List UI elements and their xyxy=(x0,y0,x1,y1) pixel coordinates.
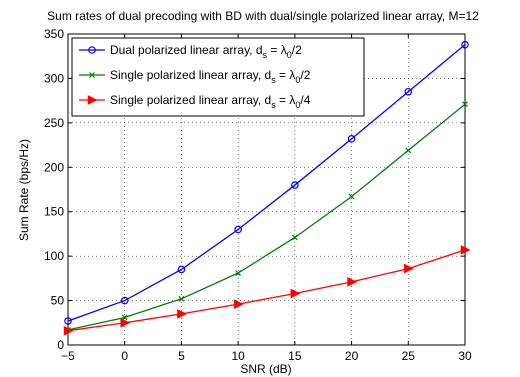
series-line xyxy=(67,103,466,331)
x-tick-label: 25 xyxy=(402,349,416,363)
data-point xyxy=(405,147,412,154)
data-point xyxy=(177,308,187,319)
data-point xyxy=(348,193,355,200)
y-tick-label: 50 xyxy=(51,294,65,308)
data-point xyxy=(290,288,301,299)
data-point xyxy=(178,295,185,302)
series-line xyxy=(67,249,466,332)
y-tick-label: 300 xyxy=(44,71,64,85)
data-point xyxy=(460,245,471,255)
series-3 xyxy=(63,245,471,336)
data-point xyxy=(291,234,298,241)
y-tick-label: 150 xyxy=(44,205,64,219)
legend-item: Single polarized linear array, ds = λ0/4 xyxy=(79,93,311,110)
x-tick-label: −5 xyxy=(61,349,75,363)
legend-marker xyxy=(89,72,95,78)
data-point xyxy=(461,40,469,49)
data-point xyxy=(234,225,242,234)
data-point xyxy=(120,317,131,328)
x-tick-label: 30 xyxy=(458,349,472,363)
data-point xyxy=(121,314,128,321)
data-point xyxy=(462,101,468,108)
data-point xyxy=(404,87,413,96)
data-point xyxy=(404,263,414,274)
data-point xyxy=(235,270,242,276)
y-tick-label: 350 xyxy=(44,27,64,41)
axes-frame xyxy=(67,33,466,346)
y-tick-label: 100 xyxy=(44,249,64,263)
x-tick-label: 5 xyxy=(178,349,185,363)
legend-marker xyxy=(87,95,98,105)
legend-box xyxy=(71,37,365,117)
series-layer xyxy=(63,40,471,336)
data-point xyxy=(347,135,356,143)
legend: Dual polarized linear array, ds = λ0/2 Si… xyxy=(71,37,365,117)
data-point xyxy=(233,299,244,310)
legend-item: Dual polarized linear array, ds = λ0/2 xyxy=(79,43,302,60)
data-point xyxy=(291,181,299,189)
legend-label: Single polarized linear array, ds = λ0/2 xyxy=(110,68,311,85)
chart-title: Sum rates of dual precoding with BD with… xyxy=(47,9,479,23)
x-tick-label: 15 xyxy=(288,349,302,363)
legend-label: Single polarized linear array, ds = λ0/4 xyxy=(110,93,311,110)
y-tick-label: 200 xyxy=(44,160,64,174)
x-axis-label: SNR (dB) xyxy=(240,362,291,376)
legend-label: Dual polarized linear array, ds = λ0/2 xyxy=(110,43,302,60)
series-1 xyxy=(64,40,469,325)
y-axis-label: Sum Rate (bps/Hz) xyxy=(17,139,31,241)
data-point xyxy=(120,296,129,305)
x-tick-label: 20 xyxy=(345,349,359,363)
data-point xyxy=(347,277,358,287)
y-tick-label: 0 xyxy=(57,338,64,352)
x-tick-label: 10 xyxy=(231,349,245,363)
series-2 xyxy=(65,101,468,333)
data-point xyxy=(63,325,74,336)
legend-item: Single polarized linear array, ds = λ0/2 xyxy=(79,68,311,85)
data-point xyxy=(64,317,72,325)
x-tick-label: 0 xyxy=(121,349,128,363)
y-tick-label: 250 xyxy=(44,116,64,130)
series-line xyxy=(67,44,466,322)
legend-marker xyxy=(88,46,96,54)
data-point xyxy=(177,265,186,274)
